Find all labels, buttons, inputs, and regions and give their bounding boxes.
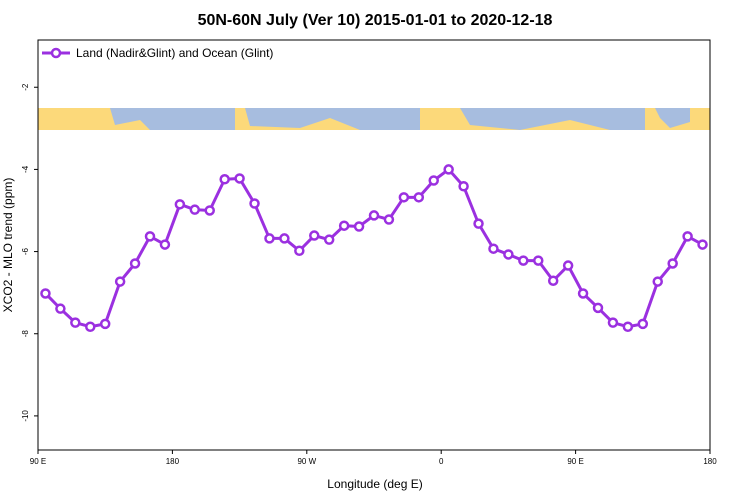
data-point [174, 199, 186, 210]
x-axis-label: Longitude (deg E) [327, 477, 422, 491]
legend-marker [50, 47, 62, 59]
data-point [129, 258, 141, 269]
data-point [159, 239, 171, 250]
data-point [204, 205, 215, 216]
data-point [264, 233, 275, 244]
data-point [667, 258, 678, 269]
y-tick-label: -6 [21, 247, 30, 255]
data-point [443, 164, 454, 175]
data-point [562, 260, 574, 271]
data-point [114, 276, 126, 287]
data-point [533, 255, 544, 266]
data-point [189, 204, 201, 215]
data-point [353, 221, 365, 232]
y-tick-label: -8 [21, 330, 30, 338]
data-point [219, 174, 230, 185]
x-tick-label: 180 [703, 457, 717, 466]
data-point [577, 288, 589, 299]
data-point [55, 303, 66, 314]
data-point [682, 231, 693, 242]
data-point [85, 321, 96, 333]
data-point [458, 181, 469, 192]
y-tick-label: -10 [21, 410, 30, 422]
x-tick-label: 90 E [567, 457, 583, 466]
data-point [294, 245, 305, 257]
data-point [99, 318, 111, 330]
data-point [592, 302, 604, 314]
x-tick-label: 90 W [297, 457, 316, 466]
map-band [38, 108, 710, 130]
x-tick-label: 180 [166, 457, 180, 466]
data-point [547, 275, 559, 286]
chart-title: 50N-60N July (Ver 10) 2015-01-01 to 2020… [198, 12, 553, 29]
data-point [144, 231, 156, 242]
series-line [44, 167, 704, 329]
y-tick-label: -4 [21, 165, 30, 173]
data-point [697, 239, 708, 250]
data-point [70, 317, 81, 328]
data-point [607, 317, 619, 328]
data-point [323, 234, 335, 245]
data-point [234, 173, 245, 184]
y-axis-label: XCO2 - MLO trend (ppm) [1, 178, 15, 313]
data-point [338, 220, 350, 231]
data-point [383, 214, 395, 225]
data-point [279, 233, 290, 244]
data-point [488, 243, 499, 254]
data-point [622, 321, 634, 333]
y-tick-label: -2 [21, 83, 30, 91]
plot-frame [37, 39, 711, 451]
x-tick-label: 0 [439, 457, 444, 466]
data-point [637, 318, 649, 330]
data-point [473, 218, 484, 229]
data-point [503, 249, 514, 260]
data-point [652, 276, 663, 287]
data-point [309, 230, 320, 241]
data-point [413, 192, 425, 203]
legend-label: Land (Nadir&Glint) and Ocean (Glint) [76, 46, 273, 60]
data-point [398, 192, 410, 203]
data-point [368, 210, 380, 221]
data-point [428, 175, 439, 186]
data-point [518, 255, 529, 266]
data-point [249, 198, 260, 209]
x-tick-label: 90 E [30, 457, 46, 466]
data-point [40, 288, 51, 299]
